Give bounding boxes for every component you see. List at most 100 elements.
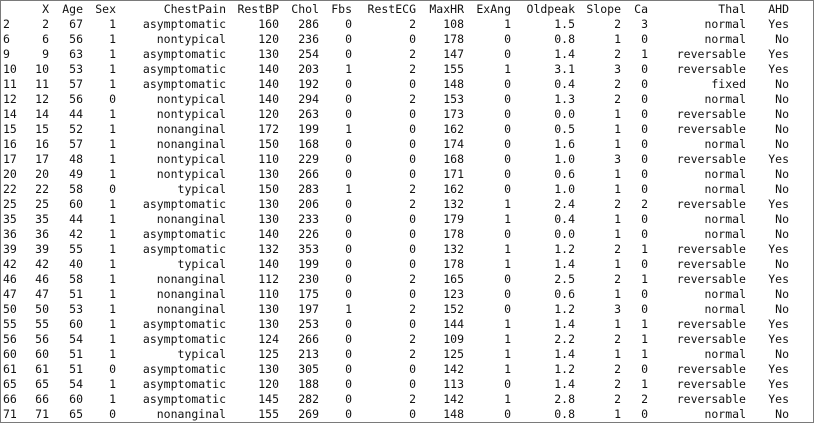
cell-restecg: 0	[409, 317, 416, 331]
cell-oldpeak: 1.4	[554, 317, 575, 331]
cell-exang: 1	[504, 242, 511, 256]
cell-restbp: 112	[258, 272, 279, 286]
cell-slope: 1	[614, 212, 621, 226]
table-row: 71 71 65 0 nonanginal 155 269 0 0 148 0 0.8 1 0 normal…	[3, 407, 789, 422]
cell-ahd: No	[775, 407, 789, 421]
cell-sex: 1	[109, 167, 116, 181]
cell-chol: 286	[298, 17, 319, 31]
cell-fbs: 0	[345, 167, 352, 181]
cell-sex: 0	[109, 92, 116, 106]
cell-ca: 0	[641, 152, 648, 166]
cell-oldpeak: 1.2	[554, 242, 575, 256]
cell-chestpain: typical	[177, 182, 226, 196]
cell-chestpain: asymptomatic	[142, 242, 226, 256]
table-row: 50 50 53 1 nonanginal 130 197 1 2 152 0 1.2 3 0 normal…	[3, 302, 789, 317]
cell-sex: 1	[109, 257, 116, 271]
cell-chestpain: asymptomatic	[142, 362, 226, 376]
cell-slope: 2	[614, 242, 621, 256]
cell-fbs: 0	[345, 332, 352, 346]
cell-oldpeak: 0.8	[554, 407, 575, 421]
cell-restbp: 140	[258, 92, 279, 106]
cell-ahd: Yes	[768, 242, 789, 256]
cell-x: 16	[35, 137, 49, 151]
cell-thal: reversable	[676, 257, 746, 271]
cell-x: 20	[35, 167, 49, 181]
header-row: X Age Sex ChestPain RestBP Chol Fbs RestECG MaxH…	[3, 2, 789, 17]
cell-maxhr: 125	[443, 347, 464, 361]
cell-ahd: Yes	[768, 377, 789, 391]
column-header-slope: Slope	[586, 2, 621, 16]
cell-age: 54	[69, 332, 83, 346]
cell-restbp: 140	[258, 257, 279, 271]
cell-maxhr: 132	[443, 242, 464, 256]
cell-exang: 1	[504, 362, 511, 376]
cell-x: 35	[35, 212, 49, 226]
table-row: 20 20 49 1 nontypical 130 266 0 0 171 0 0.6 1 0 normal…	[3, 167, 789, 182]
cell-chol: 230	[298, 272, 319, 286]
cell-thal: normal	[704, 137, 746, 151]
cell-thal: reversable	[676, 377, 746, 391]
cell-chestpain: nontypical	[156, 92, 226, 106]
column-header-thal: Thal	[718, 2, 746, 16]
cell-chestpain: asymptomatic	[142, 77, 226, 91]
cell-rownum: 2	[3, 17, 10, 31]
cell-chol: 266	[298, 332, 319, 346]
cell-x: 60	[35, 347, 49, 361]
table-body: 2 2 67 1 asymptomatic 160 286 0 2 108 1 1.5 2 3 normal…	[3, 17, 789, 422]
cell-rownum: 10	[3, 62, 17, 76]
cell-maxhr: 179	[443, 212, 464, 226]
cell-restecg: 2	[409, 347, 416, 361]
cell-oldpeak: 1.2	[554, 362, 575, 376]
cell-chestpain: nonanginal	[156, 122, 226, 136]
table-row: 35 35 44 1 nonanginal 130 233 0 0 179 1 0.4 1 0 normal…	[3, 212, 789, 227]
cell-chestpain: asymptomatic	[142, 317, 226, 331]
table-row: 11 11 57 1 asymptomatic 140 192 0 0 148 0 0.4 2 0 fixe…	[3, 77, 789, 92]
column-header-maxhr: MaxHR	[429, 2, 464, 16]
cell-restecg: 2	[409, 47, 416, 61]
cell-rownum: 55	[3, 317, 17, 331]
cell-rownum: 36	[3, 227, 17, 241]
cell-slope: 2	[614, 17, 621, 31]
cell-maxhr: 148	[443, 407, 464, 421]
table-row: 60 60 51 1 typical 125 213 0 2 125 1 1.4 1 1 normal No	[3, 347, 789, 362]
cell-ca: 0	[641, 122, 648, 136]
cell-x: 71	[35, 407, 49, 421]
cell-chol: 233	[298, 212, 319, 226]
cell-oldpeak: 3.1	[554, 62, 575, 76]
cell-x: 12	[35, 92, 49, 106]
cell-rownum: 39	[3, 242, 17, 256]
cell-restbp: 130	[258, 212, 279, 226]
cell-x: 14	[35, 107, 49, 121]
cell-ca: 1	[641, 332, 648, 346]
cell-fbs: 1	[345, 122, 352, 136]
cell-sex: 1	[109, 272, 116, 286]
cell-chestpain: nontypical	[156, 32, 226, 46]
cell-sex: 1	[109, 392, 116, 406]
data-frame-table: X Age Sex ChestPain RestBP Chol Fbs RestECG MaxH…	[3, 2, 789, 422]
cell-chol: 199	[298, 122, 319, 136]
cell-exang: 0	[504, 377, 511, 391]
cell-oldpeak: 0.0	[554, 107, 575, 121]
cell-exang: 1	[504, 17, 511, 31]
cell-ca: 0	[641, 137, 648, 151]
cell-restecg: 0	[409, 167, 416, 181]
cell-chol: 188	[298, 377, 319, 391]
cell-chestpain: asymptomatic	[142, 197, 226, 211]
column-header-rownum	[3, 2, 29, 17]
cell-slope: 2	[614, 272, 621, 286]
cell-ca: 1	[641, 377, 648, 391]
cell-thal: normal	[704, 17, 746, 31]
cell-chestpain: asymptomatic	[142, 332, 226, 346]
cell-thal: normal	[704, 92, 746, 106]
column-header-ca: Ca	[634, 2, 648, 16]
cell-age: 63	[69, 47, 83, 61]
cell-rownum: 16	[3, 137, 17, 151]
cell-exang: 0	[504, 92, 511, 106]
cell-ca: 1	[641, 347, 648, 361]
table-row: 9 9 63 1 asymptomatic 130 254 0 2 147 0 1.4 2 1 revers…	[3, 47, 789, 62]
cell-rownum: 42	[3, 257, 17, 271]
cell-exang: 1	[504, 257, 511, 271]
table-row: 14 14 44 1 nontypical 120 263 0 0 173 0 0.0 1 0 revers…	[3, 107, 789, 122]
cell-restecg: 0	[409, 257, 416, 271]
cell-thal: normal	[704, 407, 746, 421]
